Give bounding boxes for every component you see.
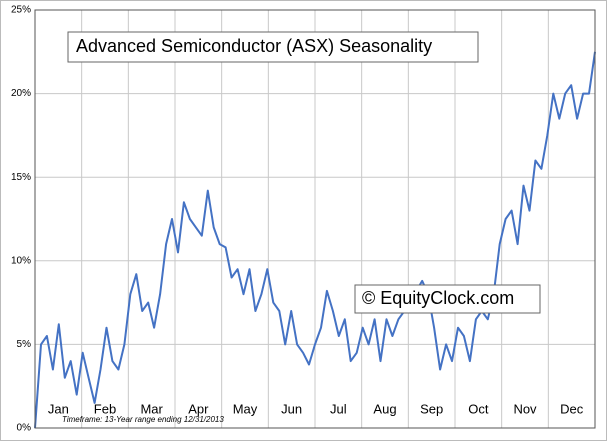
watermark-box <box>354 284 541 314</box>
x-tick-label: Oct <box>468 401 489 416</box>
plot-border <box>34 9 596 429</box>
x-tick-label: Aug <box>373 401 396 416</box>
watermark: © EquityClock.com <box>362 288 514 308</box>
footnote: Timeframe: 13-Year range ending 12/31/20… <box>62 415 224 424</box>
x-tick-label: May <box>233 401 258 416</box>
chart-title: Advanced Semiconductor (ASX) Seasonality <box>76 36 432 56</box>
plot <box>34 51 596 429</box>
title-box <box>67 31 479 63</box>
y-tick-label: 25% <box>11 5 31 16</box>
x-tick-label: Mar <box>140 401 163 416</box>
x-tick-label: Apr <box>188 401 209 416</box>
x-tick-label: Jul <box>330 401 347 416</box>
x-tick-label: Dec <box>560 401 584 416</box>
x-tick-label: Jun <box>281 401 302 416</box>
x-tick-label: Feb <box>94 401 116 416</box>
y-tick-label: 10% <box>11 255 31 266</box>
y-tick-label: 15% <box>11 172 31 183</box>
x-tick-label: Nov <box>513 401 537 416</box>
y-tick-label: 20% <box>11 88 31 99</box>
x-tick-label: Jan <box>48 401 69 416</box>
y-tick-label: 0% <box>17 423 32 434</box>
x-tick-label: Sep <box>420 401 443 416</box>
series-line <box>34 51 596 429</box>
y-tick-label: 5% <box>17 339 32 350</box>
